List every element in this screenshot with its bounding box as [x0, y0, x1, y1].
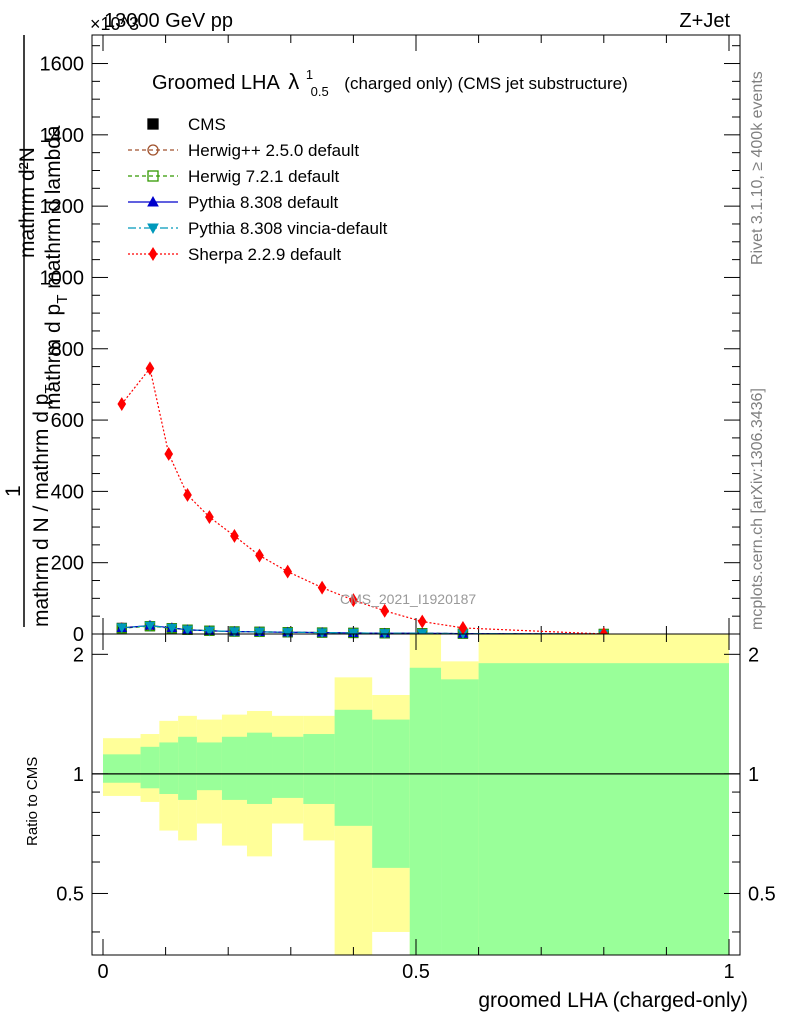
ratio-band-bin	[246, 732, 273, 804]
header-right-label: Z+Jet	[679, 10, 730, 32]
main-series-group	[116, 361, 610, 641]
data-point-4	[116, 623, 128, 634]
ratio-ytick-label-right: 1	[748, 764, 759, 786]
data-point-5	[255, 548, 264, 563]
ratio-xtick-label: 0.5	[402, 961, 430, 983]
legend-label: Herwig 7.2.1 default	[188, 167, 339, 186]
data-point-4	[316, 628, 328, 639]
data-point-5	[164, 447, 174, 461]
ratio-band-bin	[372, 719, 410, 868]
header-exponent: ×10^3	[90, 14, 139, 34]
main-ytick-label: 1000	[40, 267, 85, 289]
ylabel-bottom-line: mathrm d N / mathrm d pT	[30, 384, 59, 627]
ratio-band-bin	[409, 667, 442, 955]
data-point-4	[348, 628, 359, 639]
legend-marker	[147, 144, 159, 156]
ylabel-top-line2: mathrm d pT mathrm d lambda	[42, 125, 71, 410]
data-point-5	[349, 593, 358, 608]
ylabel-part-sub: T	[54, 295, 71, 304]
ratio-band-bin	[140, 746, 160, 789]
data-point-5	[417, 614, 427, 629]
data-point-5	[145, 361, 155, 376]
main-ytick-label: 800	[51, 339, 84, 361]
data-point-4	[229, 627, 240, 638]
ratio-band-bin	[159, 742, 179, 794]
main-ytick-label: 1200	[40, 196, 85, 218]
ratio-xtick-label: 0	[97, 961, 108, 983]
ratio-band-bin	[221, 736, 247, 800]
ratio-ytick-label-right: 2	[748, 644, 759, 666]
ratio-band-bin	[178, 736, 197, 800]
ylabel-bottom-part-a: mathrm d N / mathrm d p	[30, 394, 53, 627]
data-point-5	[317, 580, 327, 595]
rivet-watermark: Rivet 3.1.10, ≥ 400k events	[749, 71, 766, 265]
main-ytick-label: 600	[51, 410, 84, 432]
legend-label: Herwig++ 2.5.0 default	[188, 141, 359, 160]
xlabel: groomed LHA (charged-only)	[478, 989, 748, 1012]
ratio-band-bin	[303, 734, 335, 804]
ratio-ytick-label: 0.5	[56, 883, 84, 905]
ylabel-top-line1: mathrm d²N	[16, 147, 39, 258]
title-lambda: λ	[288, 69, 299, 94]
ylabel-bottom-one: 1	[2, 485, 25, 497]
data-point-4	[254, 627, 265, 638]
legend-marker	[147, 195, 159, 207]
data-point-4	[204, 626, 215, 637]
main-ytick-label: 1400	[40, 125, 85, 147]
ratio-ytick-label-right: 0.5	[748, 883, 776, 905]
legend-marker	[147, 223, 159, 235]
ratio-band-bin	[196, 742, 222, 791]
ratio-band-bin	[334, 709, 373, 826]
series-line-5	[121, 367, 604, 635]
data-point-5	[205, 510, 214, 524]
title-suffix: (charged only) (CMS jet substructure)	[344, 74, 627, 93]
main-title: Groomed LHA λ 1 0.5 (charged only) (CMS …	[152, 62, 628, 101]
ratio-band-bin	[103, 754, 141, 783]
main-ytick-label: 400	[51, 481, 84, 503]
data-point-5	[283, 564, 293, 579]
title-superscript: 1	[306, 67, 313, 82]
mcplots-watermark: mcplots.cern.ch [arXiv:1306.3436]	[749, 388, 766, 630]
main-ytick-label: 200	[51, 553, 84, 575]
ylabel-bottom-part-sub: T	[42, 384, 59, 393]
data-point-4	[182, 625, 193, 636]
ratio-band-bin	[441, 679, 479, 955]
main-ytick-label: 0	[73, 624, 84, 646]
title-subscript: 0.5	[311, 84, 329, 99]
data-point-5	[380, 603, 390, 618]
legend: CMS Herwig++ 2.5.0 default Herwig 7.2.1 de…	[128, 115, 388, 264]
ratio-ylabel: Ratio to CMS	[24, 757, 41, 846]
ylabel-part-a: mathrm d p	[42, 304, 65, 410]
header-left-label: 13000 GeV pp	[104, 10, 233, 32]
data-point-4	[282, 628, 294, 638]
ratio-panel: 0.5 0.5 1 1 2 2 0 0.5 1	[56, 633, 776, 983]
data-point-4	[166, 623, 178, 634]
legend-label: Sherpa 2.2.9 default	[188, 245, 341, 264]
legend-label: Pythia 8.308 default	[188, 193, 339, 212]
ratio-xtick-label: 1	[723, 961, 734, 983]
legend-marker	[147, 118, 159, 130]
ratio-ytick-label: 2	[73, 644, 84, 666]
main-panel: 0 200 400 600 800 1000 1200 1400 1600	[40, 34, 741, 646]
main-ylabel: mathrm d²N mathrm d pT mathrm d lambda 1…	[2, 35, 71, 627]
ratio-band-bin	[272, 736, 304, 798]
main-ytick-label: 1600	[40, 54, 85, 76]
ratio-bands	[103, 634, 729, 955]
data-point-5	[230, 529, 239, 543]
data-point-4	[144, 621, 156, 632]
legend-marker	[148, 247, 158, 261]
analysis-label: CMS_2021_I1920187	[340, 591, 476, 607]
ylabel-part-b: mathrm d lambda	[42, 125, 65, 295]
data-point-5	[117, 397, 127, 411]
ratio-ytick-label: 1	[73, 764, 84, 786]
legend-label: CMS	[188, 115, 226, 134]
legend-marker	[147, 170, 159, 182]
title-main-text: Groomed LHA	[152, 72, 280, 94]
legend-label: Pythia 8.308 vincia-default	[188, 219, 388, 238]
data-point-5	[183, 488, 192, 502]
ratio-band-bin	[478, 663, 729, 955]
